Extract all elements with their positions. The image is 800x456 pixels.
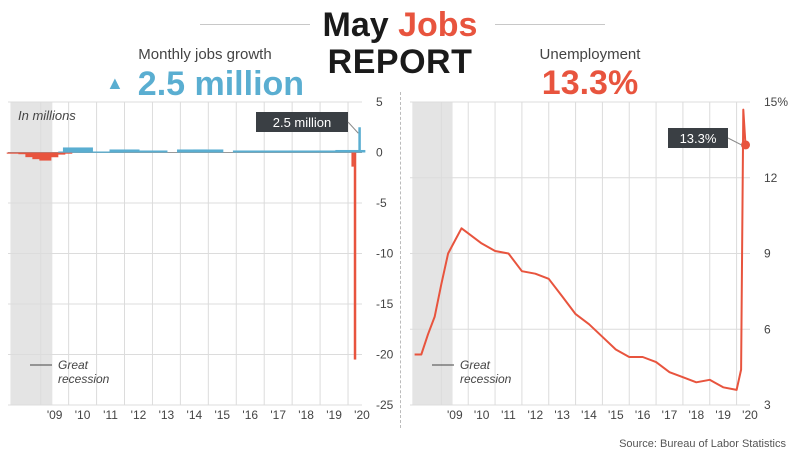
jobs-bar xyxy=(316,150,347,153)
y-tick-label: 6 xyxy=(764,322,771,336)
panel-divider xyxy=(400,92,401,428)
unemployment-callout-box xyxy=(668,128,728,148)
unemployment-chart: '09 '10 '11 '12 '13 '14 '15 '16 '17 '18 '19 '20 15% 1… xyxy=(410,95,788,422)
x-tick-label: '11 xyxy=(103,408,118,422)
unemployment-line xyxy=(414,108,747,391)
x-tick-label: '16 xyxy=(242,408,258,422)
y-tick-label: 12 xyxy=(764,171,778,185)
title-part2: Jobs xyxy=(398,6,478,44)
x-tick-label: '15 xyxy=(608,408,624,422)
recession-label-line2: recession xyxy=(58,372,110,386)
x-tick-label: '13 xyxy=(159,408,175,422)
up-triangle-icon: ▲ xyxy=(105,73,124,93)
jobs-bar xyxy=(137,150,168,153)
jobs-callout-box xyxy=(256,112,348,132)
jobs-bar xyxy=(39,152,52,161)
recession-label-line1: Great xyxy=(58,358,89,372)
x-tick-label: '19 xyxy=(715,408,731,422)
jobs-bar xyxy=(32,152,45,160)
recession-label-line1: Great xyxy=(460,358,491,372)
jobs-bar xyxy=(353,152,357,360)
x-tick-label: '15 xyxy=(214,408,230,422)
x-tick-label: '14 xyxy=(187,408,203,422)
x-tick-label: '09 xyxy=(47,408,63,422)
jobs-bar xyxy=(351,152,354,167)
y-tick-label: 5 xyxy=(376,95,383,109)
y-tick-label: -5 xyxy=(376,196,387,210)
x-tick-label: '13 xyxy=(554,408,570,422)
x-tick-label: '16 xyxy=(635,408,651,422)
jobs-bar xyxy=(232,150,263,153)
jobs-callout-label: 2.5 million xyxy=(273,115,332,130)
title-rule-right xyxy=(495,24,605,25)
y-tick-label: 0 xyxy=(376,146,383,160)
x-tick-label: '10 xyxy=(75,408,91,422)
title-rule-left xyxy=(200,24,310,25)
unit-note: In millions xyxy=(18,108,76,123)
report-title: May Jobs REPORT xyxy=(0,6,800,80)
jobs-bar xyxy=(6,152,19,154)
y-tick-label: -10 xyxy=(376,247,394,261)
source-note: Source: Bureau of Labor Statistics xyxy=(619,438,786,450)
jobs-growth-chart: '09 '10 '11 '12 '13 '14 '15 '16 '17 '18 '19 '20 5 0 -5… xyxy=(6,95,394,422)
jobs-bar xyxy=(288,150,319,153)
unemployment-headline-value: 13.3% xyxy=(541,64,639,102)
y-tick-label: 3 xyxy=(764,398,771,412)
y-tick-label: -25 xyxy=(376,398,394,412)
jobs-headline-value: 2.5 million xyxy=(137,65,305,103)
x-tick-label: '17 xyxy=(662,408,678,422)
x-tick-label: '17 xyxy=(270,408,286,422)
jobs-callout-leader xyxy=(347,121,359,134)
title-line2: REPORT xyxy=(327,43,473,81)
jobs-bar xyxy=(93,151,124,153)
x-tick-label: '18 xyxy=(689,408,705,422)
x-tick-label: '20 xyxy=(742,408,758,422)
jobs-bar xyxy=(62,147,93,153)
y-tick-label: -15 xyxy=(376,297,394,311)
jobs-bar xyxy=(25,152,38,158)
x-tick-label: '09 xyxy=(447,408,463,422)
unemployment-panel-label: Unemployment xyxy=(539,46,641,63)
jobs-bar xyxy=(53,152,66,155)
x-tick-label: '10 xyxy=(474,408,490,422)
title-part1: May xyxy=(322,6,389,44)
x-tick-label: '12 xyxy=(527,408,543,422)
unemployment-callout-leader xyxy=(727,137,742,146)
y-tick-label: 9 xyxy=(764,247,771,261)
jobs-bar xyxy=(260,150,291,153)
x-tick-label: '20 xyxy=(354,408,370,422)
x-tick-label: '19 xyxy=(326,408,342,422)
jobs-bar xyxy=(335,149,366,153)
x-tick-label: '18 xyxy=(298,408,314,422)
unemployment-panel-header: Unemployment 13.3% xyxy=(460,46,720,103)
y-tick-label: -20 xyxy=(376,348,394,362)
jobs-bar xyxy=(358,127,361,153)
unemployment-latest-point xyxy=(741,140,751,150)
jobs-bar xyxy=(193,149,224,153)
jobs-bar xyxy=(46,152,59,158)
recession-label-line2: recession xyxy=(460,372,512,386)
y-tick-label: 15% xyxy=(764,95,788,109)
jobs-panel-label: Monthly jobs growth xyxy=(138,46,272,63)
jobs-bar xyxy=(60,152,73,154)
x-tick-label: '11 xyxy=(501,408,516,422)
jobs-bar xyxy=(177,149,208,153)
x-tick-label: '12 xyxy=(131,408,147,422)
unemployment-callout-label: 13.3% xyxy=(680,131,717,146)
jobs-panel-header: Monthly jobs growth ▲ 2.5 million xyxy=(40,46,370,104)
x-tick-label: '14 xyxy=(581,408,597,422)
jobs-bar xyxy=(18,152,31,155)
jobs-bar xyxy=(109,149,140,153)
